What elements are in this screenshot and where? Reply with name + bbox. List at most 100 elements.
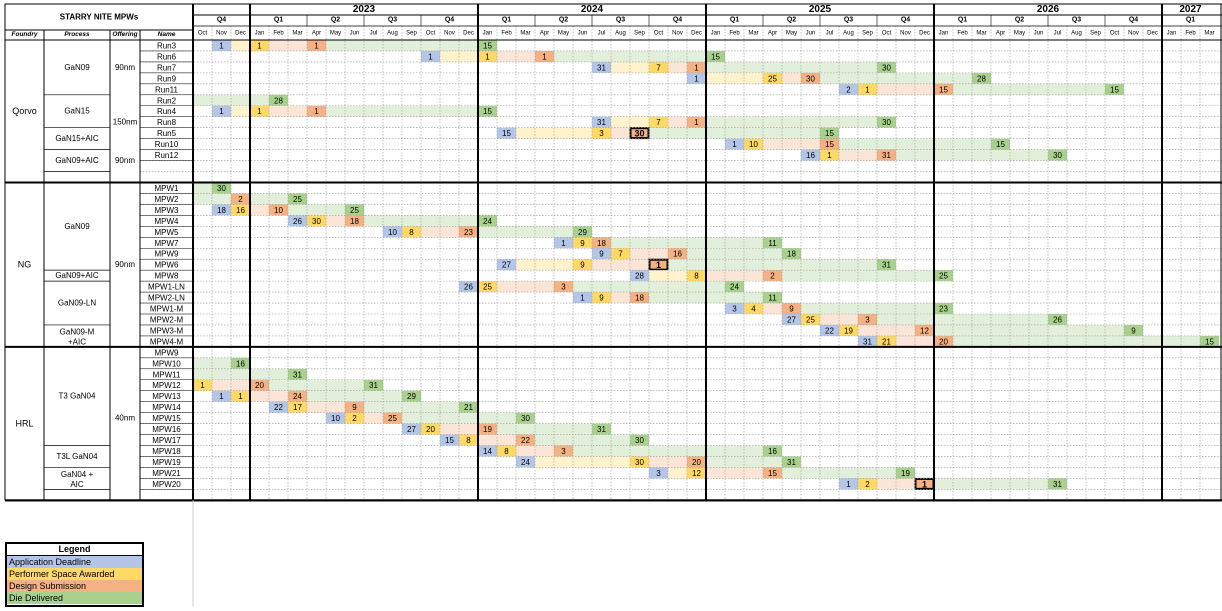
milestone-cell (858, 314, 877, 325)
run-name: MPW10 (152, 359, 181, 368)
milestone-cell (459, 434, 478, 446)
month-label: Apr (312, 31, 321, 37)
run-name: MPW5 (155, 228, 180, 237)
milestone-cell (554, 237, 573, 249)
month-label: Dec (235, 31, 246, 37)
milestone-value: 24 (293, 392, 302, 401)
milestone-cell (896, 467, 915, 479)
milestone-cell (459, 401, 478, 413)
phase-bar (307, 390, 402, 402)
milestone-cell (231, 390, 250, 402)
milestone-cell (269, 204, 288, 216)
phase-bar (288, 204, 345, 216)
milestone-cell (687, 116, 706, 128)
month-label: May (330, 31, 341, 37)
phase-bar (858, 324, 915, 336)
phase-bar (250, 204, 269, 216)
phase-bar (649, 127, 820, 139)
phase-bar (573, 445, 763, 457)
run-name: MPW3 (155, 206, 180, 215)
month-label: Aug (615, 31, 626, 37)
milestone-cell (801, 149, 820, 161)
milestone-value: 1 (846, 480, 851, 489)
milestone-cell (839, 324, 858, 336)
month-label: Jun (578, 31, 588, 37)
phase-bar (421, 226, 459, 238)
month-label: Dec (1147, 31, 1158, 37)
milestone-value: 2 (352, 414, 357, 423)
milestone-cell (478, 50, 497, 62)
run-name: MPW7 (155, 239, 180, 248)
process-label: T3 GaN04 (59, 392, 96, 401)
milestone-cell (630, 127, 649, 139)
run-name: MPW1 (155, 184, 180, 193)
milestone-cell (364, 379, 383, 391)
milestone-cell (1048, 149, 1067, 161)
run-name: Run4 (157, 107, 177, 116)
header-foundry: Foundry (12, 31, 38, 38)
phase-bar (877, 478, 915, 490)
milestone-value: 1 (314, 107, 319, 116)
milestone-cell (763, 72, 782, 84)
milestone-value: 15 (711, 52, 720, 61)
milestone-value: 15 (445, 436, 454, 445)
month-label: Nov (1128, 31, 1139, 37)
milestone-value: 1 (200, 381, 205, 390)
run-name: Run10 (155, 140, 179, 149)
milestone-value: 15 (996, 140, 1005, 149)
month-label: Feb (273, 31, 284, 37)
milestone-cell (478, 281, 497, 293)
milestone-value: 1 (542, 52, 547, 61)
process-label: GaN09 (64, 63, 90, 72)
milestone-value: 15 (1110, 85, 1119, 94)
year-label: 2023 (353, 4, 376, 15)
month-label: Oct (426, 31, 436, 37)
phase-bar (592, 259, 649, 271)
milestone-value: 15 (502, 129, 511, 138)
milestone-cell (763, 467, 782, 479)
milestone-value: 31 (597, 425, 606, 434)
year-label: 2024 (581, 4, 604, 15)
phase-bar (668, 61, 687, 73)
phase-bar (269, 379, 364, 391)
milestone-value: 30 (634, 129, 644, 139)
milestone-cell (478, 105, 497, 117)
phase-bar (801, 303, 934, 314)
milestone-value: 15 (483, 41, 492, 50)
milestone-cell (440, 434, 459, 446)
milestone-cell (592, 116, 611, 128)
milestone-cell (497, 259, 516, 271)
phase-bar (611, 127, 630, 139)
milestone-value: 26 (1053, 315, 1062, 324)
milestone-cell (478, 40, 497, 51)
month-label: Jun (350, 31, 360, 37)
milestone-cell (345, 412, 364, 424)
milestone-cell (307, 215, 326, 227)
milestone-value: 31 (597, 118, 606, 127)
milestone-value: 17 (293, 403, 302, 412)
milestone-value: 15 (768, 469, 777, 478)
milestone-value: 1 (694, 63, 699, 72)
phase-bar (820, 314, 858, 325)
quarter-label: Q4 (217, 17, 226, 24)
milestone-value: 1 (428, 52, 433, 61)
milestone-value: 31 (1053, 480, 1062, 489)
milestone-value: 30 (635, 436, 644, 445)
milestone-value: 15 (825, 129, 834, 138)
phase-bar (611, 292, 630, 304)
phase-bar (497, 423, 592, 435)
milestone-cell (858, 335, 877, 347)
month-label: Dec (691, 31, 702, 37)
milestone-value: 31 (882, 151, 891, 160)
milestone-value: 23 (464, 228, 473, 237)
month-label: Dec (919, 31, 930, 37)
offering-label: 40nm (115, 414, 135, 423)
year-label: 2025 (809, 4, 832, 15)
milestone-cell (763, 237, 782, 249)
run-name: MPW4 (155, 217, 180, 226)
quarter-label: Q1 (958, 17, 967, 24)
milestone-value: 1 (238, 392, 243, 401)
milestone-value: 1 (314, 41, 319, 50)
milestone-cell (725, 138, 744, 150)
quarter-label: Q2 (331, 17, 340, 24)
